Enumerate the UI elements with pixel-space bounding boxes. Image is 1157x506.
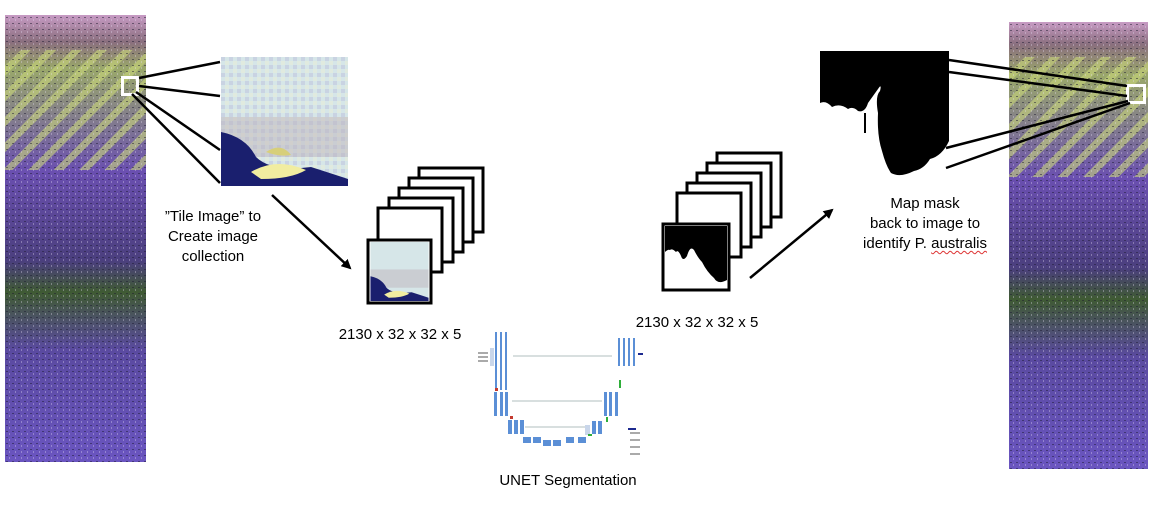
arrow-mask-to-map [749,208,834,279]
tile-label-line3: collection [181,248,245,265]
tile-selection-box-right [1126,84,1146,104]
stack-front-tile-image [370,242,429,301]
map-label-line3-word: australis [931,235,987,252]
stack-front-mask [665,226,727,283]
map-label-line3: identify P. australis [860,234,990,253]
large-mask-image [820,51,949,183]
arrow-tile-to-stack [271,194,352,270]
map-label-line3-prefix: identify P. [863,235,932,252]
dims-right-label: 2130 x 32 x 32 x 5 [635,314,759,331]
tile-label-line1: ”Tile Image” to [164,208,262,225]
tile-selection-box-left [121,76,139,96]
map-label-line2: back to image to [869,215,981,232]
unet-label: UNET Segmentation [499,472,637,489]
map-label-line1: Map mask [890,195,960,212]
tile-label-line2: Create image [167,228,259,245]
dims-left-label: 2130 x 32 x 32 x 5 [338,326,462,343]
zoomed-tile-image [221,57,348,186]
